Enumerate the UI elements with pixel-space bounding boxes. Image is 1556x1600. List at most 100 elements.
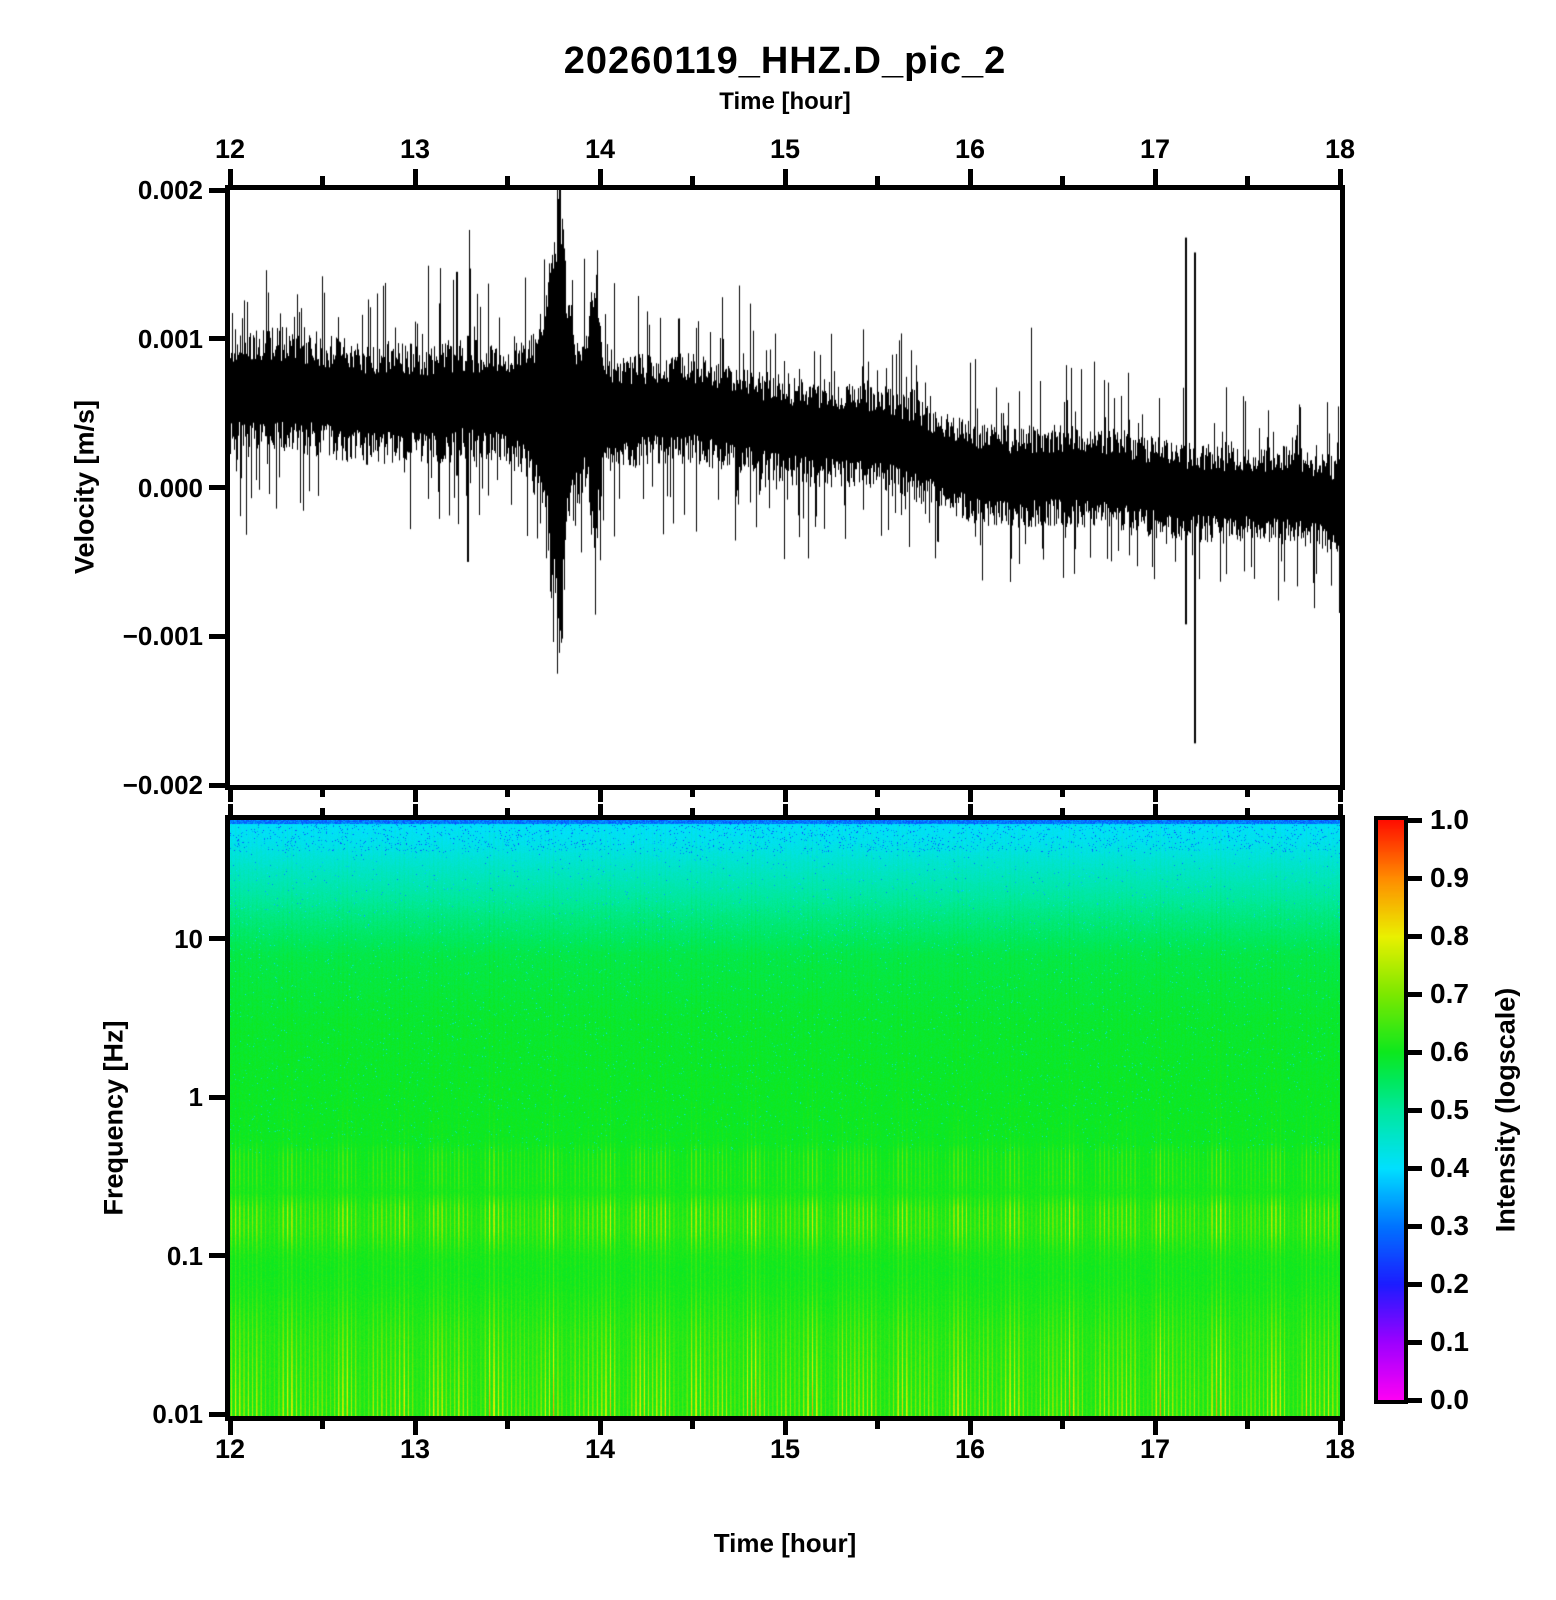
colorbar-tick-label: 0.6 xyxy=(1430,1036,1469,1067)
frequency-axis-label: Frequency [Hz] xyxy=(98,1020,129,1216)
axis-tick xyxy=(209,936,225,941)
top-axis-title: Time [hour] xyxy=(719,88,851,115)
axis-tick xyxy=(1245,790,1250,797)
axis-tick xyxy=(412,790,418,802)
axis-tick xyxy=(209,633,225,639)
colorbar-tick-label: 0.5 xyxy=(1430,1094,1469,1125)
axis-tick xyxy=(1408,1107,1422,1113)
axis-tick xyxy=(1408,1165,1422,1171)
top-axis-tick-label: 15 xyxy=(769,134,801,164)
axis-tick xyxy=(412,804,418,815)
axis-tick xyxy=(1337,169,1343,185)
axis-tick xyxy=(1408,1281,1422,1287)
colorbar-tick-label: 0.0 xyxy=(1430,1384,1469,1415)
colorbar-tick-label: 0.2 xyxy=(1430,1268,1469,1299)
axis-tick xyxy=(320,808,325,815)
axis-tick xyxy=(875,1421,880,1429)
frequency-tick-label: 10 xyxy=(174,923,203,954)
axis-tick xyxy=(209,1253,225,1258)
velocity-tick-label: −0.002 xyxy=(122,770,203,800)
colorbar-tick-label: 1.0 xyxy=(1430,804,1469,835)
axis-tick xyxy=(782,169,788,185)
axis-tick xyxy=(967,1421,973,1435)
axis-tick xyxy=(1060,790,1065,797)
axis-tick xyxy=(1337,804,1343,815)
axis-tick xyxy=(227,790,233,802)
axis-tick xyxy=(597,790,603,802)
top-axis-tick-label: 16 xyxy=(954,134,986,164)
bottom-axis-tick-label: 15 xyxy=(769,1434,801,1464)
axis-tick xyxy=(690,176,695,185)
velocity-tick-label: 0.000 xyxy=(137,472,203,503)
axis-tick xyxy=(209,336,225,342)
axis-tick xyxy=(505,790,510,797)
axis-tick xyxy=(597,804,603,815)
axis-tick xyxy=(690,790,695,797)
axis-tick xyxy=(875,808,880,815)
waveform-canvas xyxy=(230,190,1340,785)
bottom-axis-tick-label: 14 xyxy=(584,1434,616,1464)
velocity-tick-label: −0.001 xyxy=(122,621,203,652)
axis-tick xyxy=(505,1421,510,1429)
axis-tick xyxy=(782,804,788,815)
colorbar-tick-label: 0.9 xyxy=(1430,862,1469,893)
bottom-axis-tick-label: 17 xyxy=(1139,1434,1171,1464)
axis-tick xyxy=(1060,1421,1065,1429)
axis-tick xyxy=(412,1421,418,1435)
axis-tick xyxy=(967,804,973,815)
colorbar-frame xyxy=(1374,816,1408,1404)
bottom-axis-title: Time [hour] xyxy=(713,1528,857,1558)
axis-tick xyxy=(505,808,510,815)
axis-tick xyxy=(209,1094,225,1100)
axis-tick xyxy=(1408,817,1422,823)
spectrogram-canvas xyxy=(230,820,1340,1416)
velocity-tick-label: 0.001 xyxy=(137,323,203,354)
colorbar-canvas xyxy=(1378,820,1404,1400)
frequency-tick-label: 0.1 xyxy=(166,1240,203,1271)
axis-tick xyxy=(1408,875,1422,881)
axis-tick xyxy=(1152,1421,1158,1435)
axis-tick xyxy=(1245,1421,1250,1429)
colorbar-tick-label: 0.4 xyxy=(1430,1152,1469,1183)
top-axis-tick-label: 13 xyxy=(399,134,431,164)
axis-tick xyxy=(209,485,225,490)
colorbar-tick-label: 0.1 xyxy=(1430,1326,1469,1357)
axis-tick xyxy=(505,176,510,185)
axis-tick xyxy=(875,790,880,797)
axis-tick xyxy=(209,782,225,788)
axis-tick xyxy=(1245,808,1250,815)
axis-tick xyxy=(597,1421,603,1435)
axis-tick xyxy=(227,169,233,185)
axis-tick xyxy=(227,1421,233,1435)
axis-tick xyxy=(320,1421,325,1429)
axis-tick xyxy=(690,808,695,815)
top-axis-tick-label: 14 xyxy=(584,134,616,164)
axis-tick xyxy=(1408,1223,1422,1229)
bottom-axis-tick-label: 12 xyxy=(214,1434,246,1464)
axis-tick xyxy=(209,187,225,193)
top-axis-tick-label: 18 xyxy=(1324,134,1356,164)
axis-tick xyxy=(1408,933,1422,939)
bottom-axis-tick-label: 18 xyxy=(1324,1434,1356,1464)
axis-tick xyxy=(597,169,603,185)
axis-tick xyxy=(1245,176,1250,185)
axis-tick xyxy=(1060,176,1065,185)
axis-tick xyxy=(690,1421,695,1429)
axis-tick xyxy=(209,1411,225,1417)
axis-tick xyxy=(1060,808,1065,815)
axis-tick xyxy=(967,790,973,802)
colorbar-tick-label: 0.3 xyxy=(1430,1210,1469,1241)
velocity-tick-label: 0.002 xyxy=(137,175,203,205)
axis-tick xyxy=(967,169,973,185)
top-axis-tick-label: 17 xyxy=(1139,134,1171,164)
axis-tick xyxy=(320,176,325,185)
top-axis-tick-label: 12 xyxy=(214,134,246,164)
axis-tick xyxy=(1408,1339,1422,1345)
axis-tick xyxy=(1152,804,1158,815)
axis-tick xyxy=(782,1421,788,1435)
frequency-tick-label: 1 xyxy=(188,1082,203,1112)
frequency-tick-label: 0.01 xyxy=(152,1399,203,1429)
axis-tick xyxy=(320,790,325,797)
bottom-axis-tick-label: 16 xyxy=(954,1434,986,1464)
